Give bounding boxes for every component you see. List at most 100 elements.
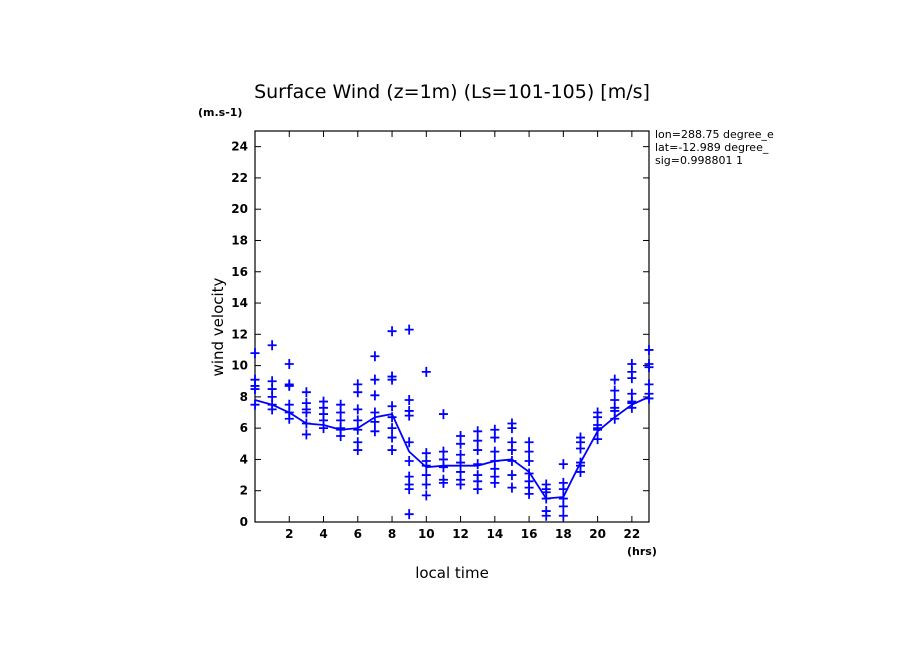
- sample-marker-17: [301, 387, 311, 398]
- sample-marker-52: [387, 423, 397, 434]
- x-tick-label-12: 12: [452, 527, 469, 541]
- sample-marker-43: [370, 390, 380, 401]
- x-tick-label-18: 18: [555, 527, 572, 541]
- sample-marker-79: [456, 438, 466, 449]
- sample-marker-136: [593, 434, 603, 445]
- sample-marker-119: [558, 459, 568, 470]
- sample-marker-135: [593, 424, 603, 435]
- sample-marker-54: [387, 445, 397, 456]
- sample-marker-98: [490, 477, 500, 488]
- sample-marker-138: [610, 385, 620, 396]
- sample-marker-51: [387, 412, 397, 423]
- x-tick-label-2: 2: [285, 527, 293, 541]
- sample-marker-33: [336, 430, 346, 441]
- sample-marker-22: [301, 429, 311, 440]
- info-line-lat: lat=-12.989 degree_: [655, 141, 769, 154]
- y-tick-label-0: 0: [240, 515, 248, 529]
- y-axis-label: wind velocity: [209, 277, 227, 376]
- sample-marker-100: [507, 423, 517, 434]
- sample-marker-85: [473, 426, 483, 437]
- sample-marker-16: [284, 413, 294, 424]
- x-tick-label-10: 10: [418, 527, 435, 541]
- plot-frame: [254, 130, 650, 523]
- sample-marker-55: [404, 324, 414, 335]
- sample-marker-86: [473, 435, 483, 446]
- sample-marker-84: [456, 479, 466, 490]
- sample-marker-153: [644, 379, 654, 390]
- sample-marker-37: [353, 415, 363, 426]
- sample-marker-81: [456, 457, 466, 468]
- x-tick-label-22: 22: [624, 527, 641, 541]
- sample-marker-75: [438, 462, 448, 473]
- sample-marker-68: [421, 460, 431, 471]
- sample-marker-130: [575, 466, 585, 477]
- sample-marker-45: [370, 416, 380, 427]
- sample-marker-49: [387, 374, 397, 385]
- sample-marker-127: [575, 443, 585, 454]
- sample-marker-60: [404, 456, 414, 467]
- y-unit-label: (m.s-1): [198, 106, 242, 119]
- y-tick-label-22: 22: [231, 171, 248, 185]
- y-tick-label-2: 2: [240, 484, 248, 498]
- sample-marker-40: [353, 445, 363, 456]
- x-unit-label: (hrs): [627, 545, 657, 558]
- sample-marker-116: [541, 493, 551, 504]
- sample-marker-70: [421, 479, 431, 490]
- info-line-lon: lon=288.75 degree_e: [655, 128, 774, 141]
- sample-marker-87: [473, 445, 483, 456]
- sample-marker-108: [524, 456, 534, 467]
- data-layer: [250, 324, 654, 521]
- x-tick-label-8: 8: [388, 527, 396, 541]
- sample-marker-0: [250, 348, 260, 359]
- info-clip-mask: [779, 128, 904, 168]
- sample-marker-13: [284, 380, 294, 391]
- sample-marker-58: [404, 410, 414, 421]
- sample-marker-107: [524, 446, 534, 457]
- sample-marker-103: [507, 456, 517, 467]
- sample-marker-56: [404, 395, 414, 406]
- sample-marker-47: [387, 326, 397, 337]
- sample-marker-137: [610, 374, 620, 385]
- y-tick-label-12: 12: [231, 327, 248, 341]
- x-tick-label-6: 6: [354, 527, 362, 541]
- x-tick-label-20: 20: [589, 527, 606, 541]
- sample-marker-59: [404, 437, 414, 448]
- sample-marker-106: [524, 437, 534, 448]
- sample-marker-21: [301, 418, 311, 429]
- sample-marker-53: [387, 432, 397, 443]
- x-axis-label: local time: [415, 564, 489, 582]
- sample-marker-145: [627, 373, 637, 384]
- mean-wind-line: [254, 396, 650, 500]
- sample-marker-46: [370, 426, 380, 437]
- sample-marker-41: [370, 351, 380, 362]
- sample-marker-123: [558, 501, 568, 512]
- sample-marker-69: [421, 470, 431, 481]
- sample-marker-42: [370, 374, 380, 385]
- x-tick-label-16: 16: [521, 527, 538, 541]
- sample-marker-71: [421, 490, 431, 501]
- sample-marker-3: [250, 384, 260, 395]
- sample-marker-72: [438, 409, 448, 420]
- sample-marker-149: [627, 402, 637, 413]
- sample-marker-64: [404, 509, 414, 520]
- sample-marker-124: [558, 510, 568, 521]
- sample-marker-152: [644, 362, 654, 373]
- sample-marker-20: [301, 407, 311, 418]
- sample-marker-77: [438, 477, 448, 488]
- sample-marker-150: [644, 344, 654, 355]
- chart-title: Surface Wind (z=1m) (Ls=101-105) [m/s]: [254, 81, 650, 103]
- sample-marker-142: [610, 413, 620, 424]
- y-tick-label-14: 14: [231, 296, 248, 310]
- sample-marker-102: [507, 445, 517, 456]
- sample-marker-112: [524, 488, 534, 499]
- sample-marker-118: [541, 510, 551, 521]
- sample-marker-27: [319, 423, 329, 434]
- sample-marker-11: [284, 359, 294, 370]
- y-tick-label-8: 8: [240, 390, 248, 404]
- y-tick-label-4: 4: [240, 452, 248, 466]
- y-tick-label-24: 24: [231, 140, 248, 154]
- sample-marker-4: [250, 399, 260, 410]
- sample-marker-50: [387, 401, 397, 412]
